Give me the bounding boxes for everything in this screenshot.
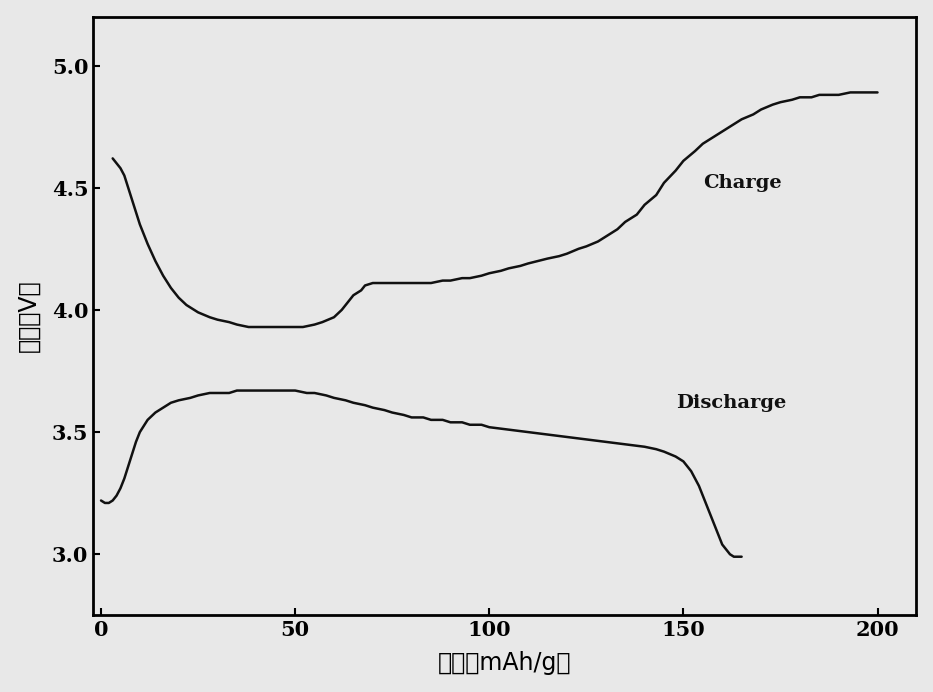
- Text: Charge: Charge: [703, 174, 782, 192]
- Text: Discharge: Discharge: [675, 394, 786, 412]
- X-axis label: 容量（mAh/g）: 容量（mAh/g）: [439, 651, 572, 675]
- Y-axis label: 电位（V）: 电位（V）: [17, 280, 41, 352]
